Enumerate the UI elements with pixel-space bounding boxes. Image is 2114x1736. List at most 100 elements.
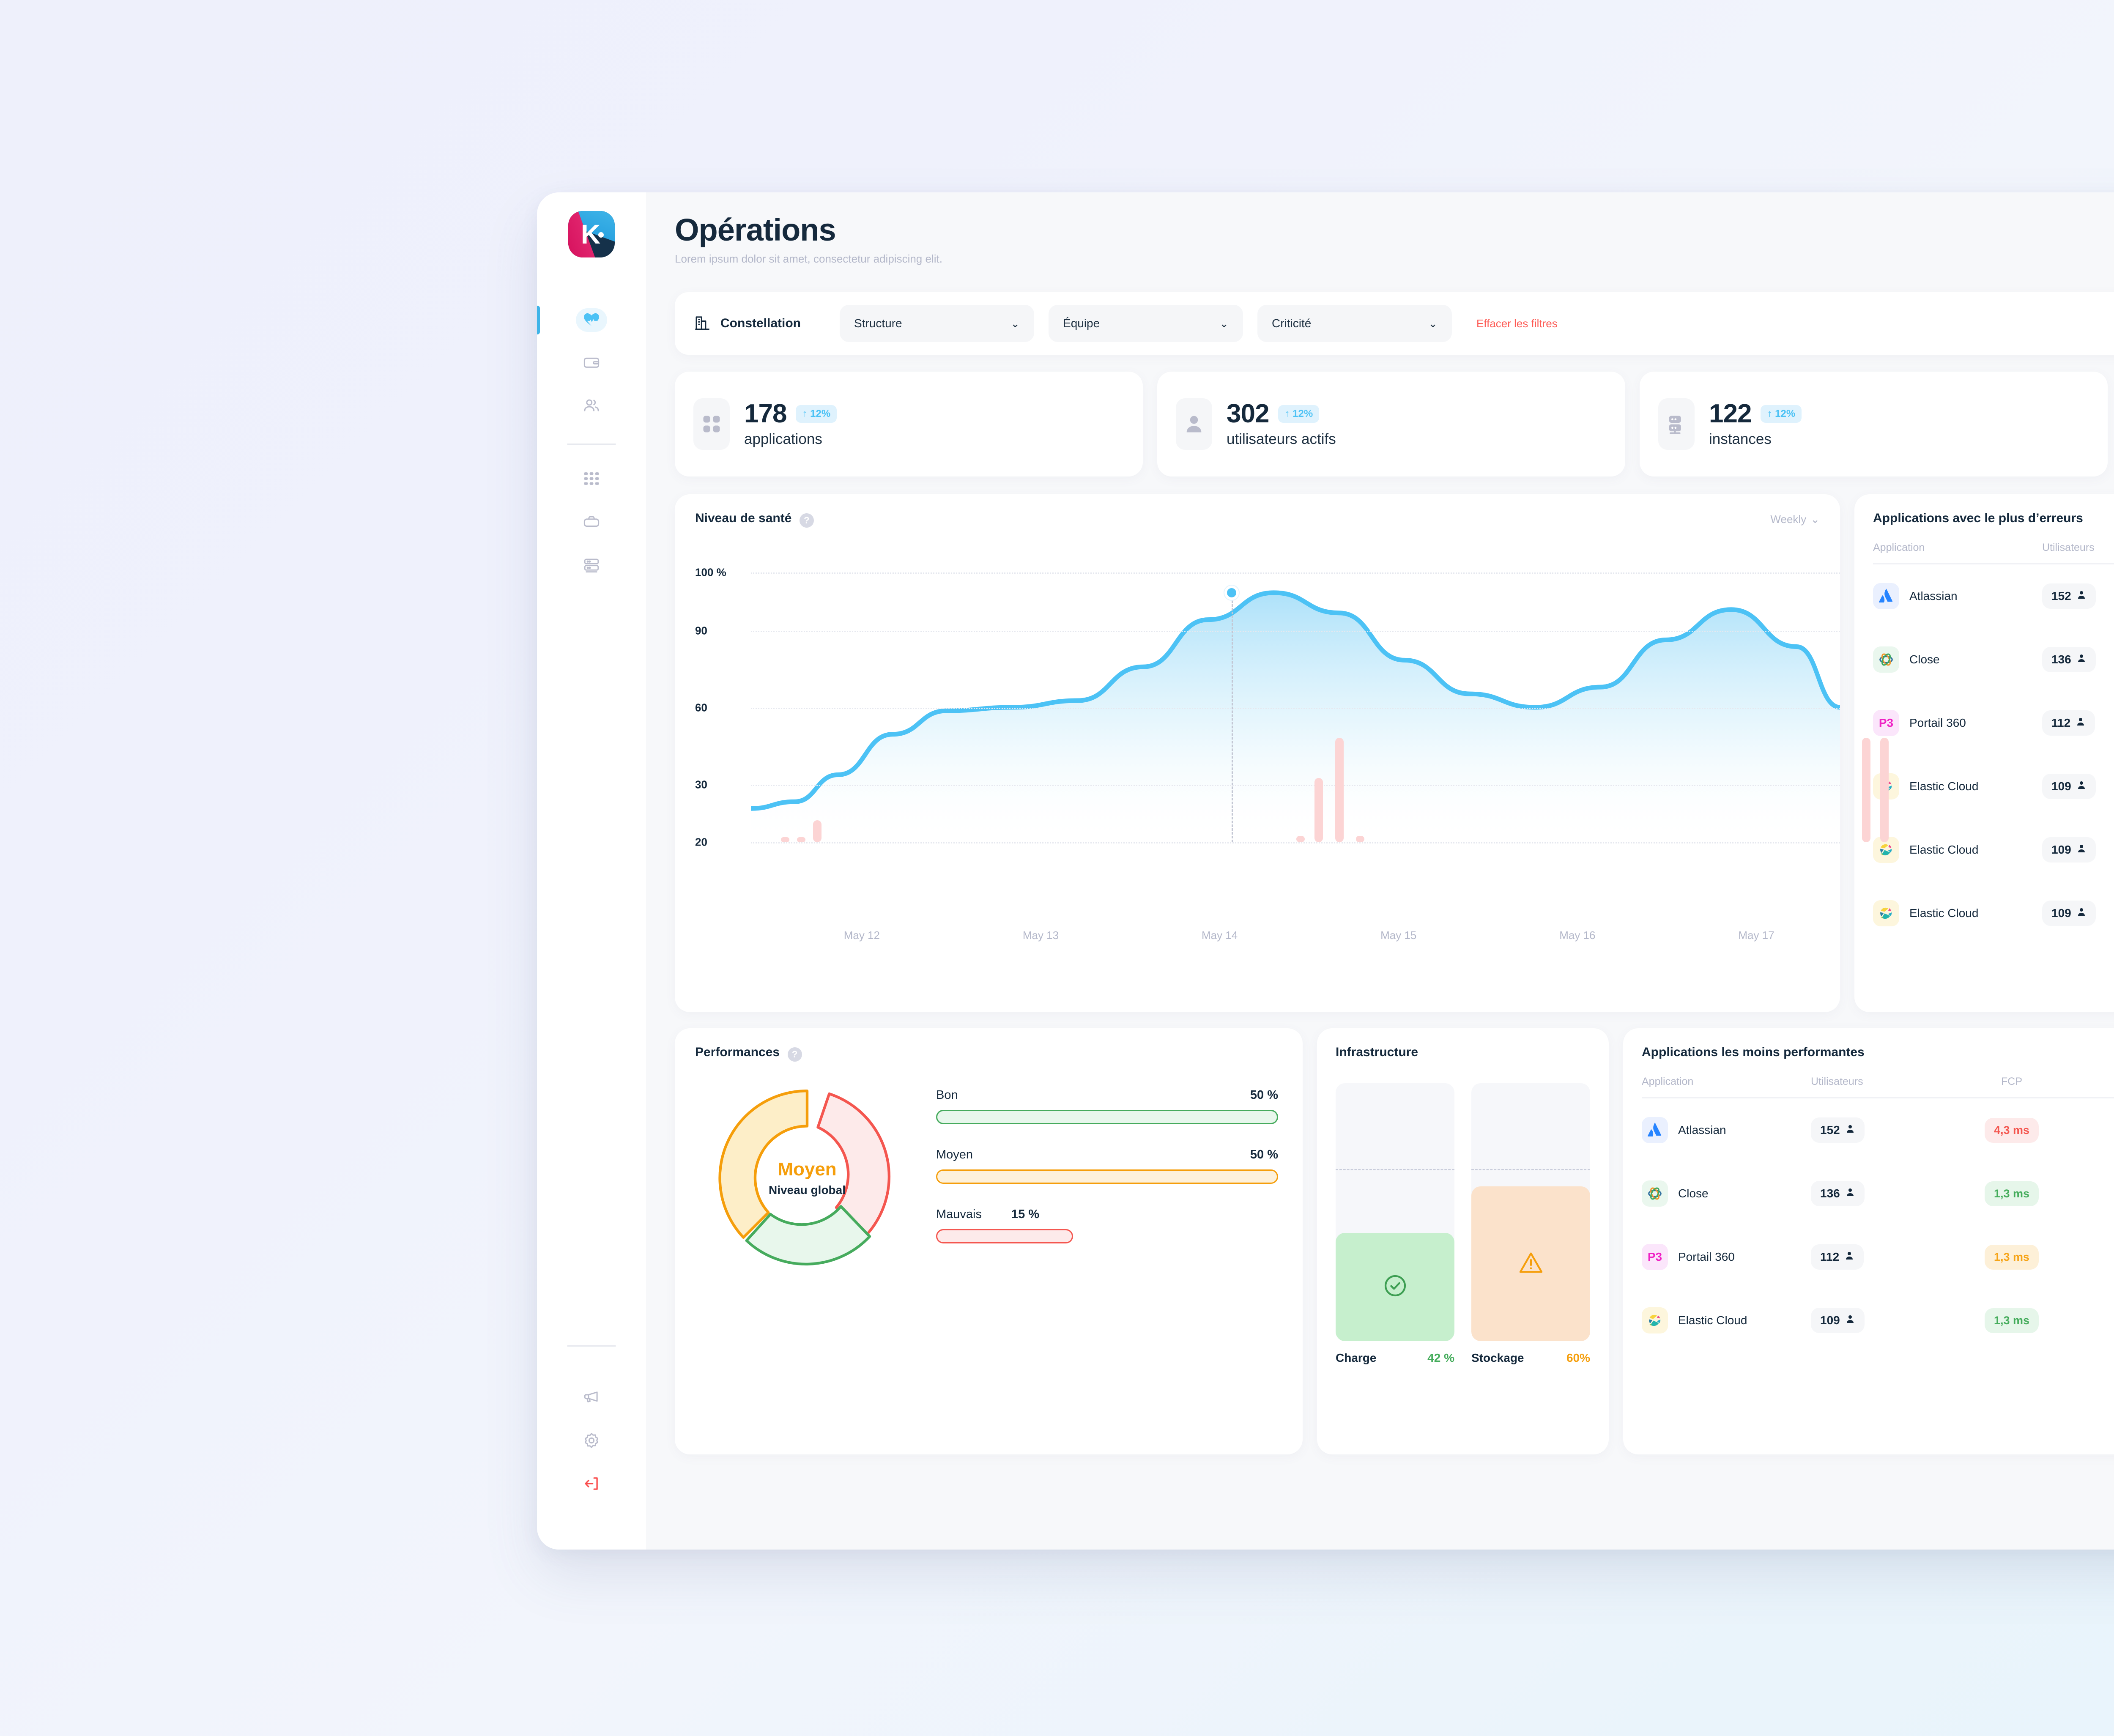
health-range-value: Weekly <box>1770 512 1807 526</box>
sidebar: K <box>537 192 646 1550</box>
table-row[interactable]: P3 Portail 360 112 1,3 ms 8,3 ms <box>1642 1225 2114 1289</box>
cell-fcp: 4,3 ms <box>1950 1117 2073 1143</box>
server-icon <box>583 556 600 576</box>
chevron-down-icon: ⌄ <box>1219 317 1229 330</box>
table-header: Application Utilisateurs Erreurs Impact … <box>1873 542 2114 564</box>
gear-icon <box>583 1432 600 1451</box>
table-row[interactable]: Atlassian 152 50 89% <box>1873 564 2114 628</box>
kpi-card-active-users[interactable]: 302 ↑ 12% utilisateurs actifs <box>1157 372 1625 476</box>
logo-pink-wedge <box>568 211 615 257</box>
help-icon[interactable]: ? <box>787 1047 802 1062</box>
sidebar-item-settings[interactable] <box>576 1429 607 1453</box>
table-row[interactable]: Atlassian 152 4,3 ms 8,3 ms <box>1642 1098 2114 1162</box>
sidebar-item-users[interactable] <box>576 394 607 418</box>
chart-cursor-point[interactable] <box>1224 585 1239 600</box>
gauge-bar <box>1336 1083 1454 1341</box>
performances-card: Performances ? Moy <box>675 1028 1303 1454</box>
gridline <box>751 842 1840 843</box>
sidebar-divider-top <box>567 444 616 445</box>
user-icon <box>2076 906 2087 920</box>
filter-criticite[interactable]: Criticité ⌄ <box>1257 305 1452 342</box>
grid-apps-icon <box>583 470 600 490</box>
page-header: Opérations Lorem ipsum dolor sit amet, c… <box>675 214 2114 269</box>
sidebar-item-wallet[interactable] <box>576 351 607 375</box>
kpi-card-instances[interactable]: 122 ↑ 12% instances <box>1640 372 2108 476</box>
error-bar <box>1314 778 1323 842</box>
y-axis-tick: 100 % <box>695 566 726 579</box>
legend-bar <box>936 1110 1278 1125</box>
page-subtitle: Lorem ipsum dolor sit amet, consectetur … <box>675 252 942 265</box>
table-row[interactable]: Elastic Cloud 109 20 12% <box>1873 755 2114 818</box>
app-name: Atlassian <box>1678 1123 1726 1136</box>
user-icon <box>2076 716 2086 730</box>
fcp-badge: 1,3 ms <box>1985 1181 2039 1206</box>
sidebar-item-logout[interactable] <box>576 1473 607 1496</box>
health-title: Niveau de santé <box>695 511 792 525</box>
atlassian-icon <box>1873 583 1899 609</box>
donut-slice-moyen <box>718 1089 809 1239</box>
server-icon <box>1658 398 1695 450</box>
infrastructure-card: Infrastructure Charge 42 % Stockage 60% <box>1317 1028 1609 1454</box>
performances-legend: Bon 50 % Moyen 50 % Mauvais 15 % <box>936 1088 1282 1267</box>
cell-fcp: 1,3 ms <box>1950 1244 2073 1270</box>
kpi-trend-badge: ↑ 12% <box>796 405 837 423</box>
app-name: Elastic Cloud <box>1909 843 1979 856</box>
table-row[interactable]: Close 136 1,3 ms 8,3 ms <box>1642 1162 2114 1225</box>
users-pill: 152 <box>1811 1117 1865 1143</box>
filter-equipe[interactable]: Équipe ⌄ <box>1049 305 1243 342</box>
gauge-bar <box>1471 1083 1590 1341</box>
kpi-value: 122 <box>1709 399 1752 428</box>
cell-application: Close <box>1873 646 2042 673</box>
x-axis-tick: May 17 <box>1738 928 1774 942</box>
cell-users: 152 <box>2042 583 2114 609</box>
table-header: Application Utilisateurs FCP LCP <box>1642 1076 2114 1098</box>
legend-top: Bon 50 % <box>936 1088 1278 1102</box>
logout-icon <box>583 1475 600 1495</box>
donut-level: Moyen <box>778 1158 837 1180</box>
perf-table-title: Applications les moins performantes <box>1642 1045 1865 1059</box>
users-pill: 109 <box>2042 774 2096 799</box>
donut-slice-bon <box>745 1205 871 1265</box>
app-logo[interactable]: K <box>568 211 615 257</box>
table-row[interactable]: Elastic Cloud 109 1,3 ms 1,3 ms <box>1642 1289 2114 1352</box>
building-icon <box>693 314 711 334</box>
app-name: Elastic Cloud <box>1909 780 1979 793</box>
sidebar-item-announcements[interactable] <box>576 1386 607 1410</box>
users-pill: 136 <box>1811 1181 1865 1206</box>
page-title: Opérations <box>675 212 836 247</box>
error-bar <box>1335 737 1344 842</box>
gauge-threshold-line <box>1471 1169 1590 1171</box>
cell-application: Elastic Cloud <box>1873 900 2042 926</box>
filter-structure[interactable]: Structure ⌄ <box>840 305 1035 342</box>
errors-table-title: Applications avec le plus d’erreurs <box>1873 511 2083 525</box>
gauge-charge: Charge 42 % <box>1336 1083 1454 1365</box>
kpi-top: 302 ↑ 12% <box>1227 400 1336 427</box>
close-app-icon <box>1642 1180 1668 1207</box>
sidebar-item-apps[interactable] <box>576 468 607 491</box>
sidebar-item-health[interactable] <box>537 306 607 334</box>
filter-equipe-value: Équipe <box>1063 317 1100 330</box>
clear-filters-link[interactable]: Effacer les filtres <box>1476 317 1558 330</box>
health-range-select[interactable]: Weekly ⌄ <box>1770 513 1820 526</box>
kpi-card-applications[interactable]: 178 ↑ 12% applications <box>675 372 1143 476</box>
table-row[interactable]: Close 136 412 56% <box>1873 628 2114 691</box>
kpi-value: 178 <box>744 399 787 428</box>
gauge-value: 60% <box>1566 1351 1590 1364</box>
kpi-label: utilisateurs actifs <box>1227 430 1336 447</box>
users-icon <box>583 397 600 416</box>
help-icon[interactable]: ? <box>799 513 814 528</box>
kpi-body: 122 ↑ 12% instances <box>1709 399 1802 448</box>
chevron-down-icon: ⌄ <box>1010 317 1020 330</box>
cell-users: 136 <box>1811 1181 1950 1206</box>
table-row[interactable]: Elastic Cloud 109 1 2% <box>1873 882 2114 945</box>
legend-name: Bon <box>936 1088 958 1102</box>
gauge-value: 42 % <box>1427 1351 1454 1364</box>
sidebar-item-servers[interactable] <box>576 554 607 578</box>
table-row[interactable]: Elastic Cloud 109 3 2% <box>1873 818 2114 882</box>
constellation-selector[interactable]: Constellation <box>693 314 801 334</box>
sidebar-item-briefcase[interactable] <box>576 511 607 534</box>
kpi-trend-badge: ↑ 12% <box>1278 405 1320 423</box>
heartbeat-icon <box>583 310 600 330</box>
legend-top: Moyen 50 % <box>936 1148 1278 1162</box>
